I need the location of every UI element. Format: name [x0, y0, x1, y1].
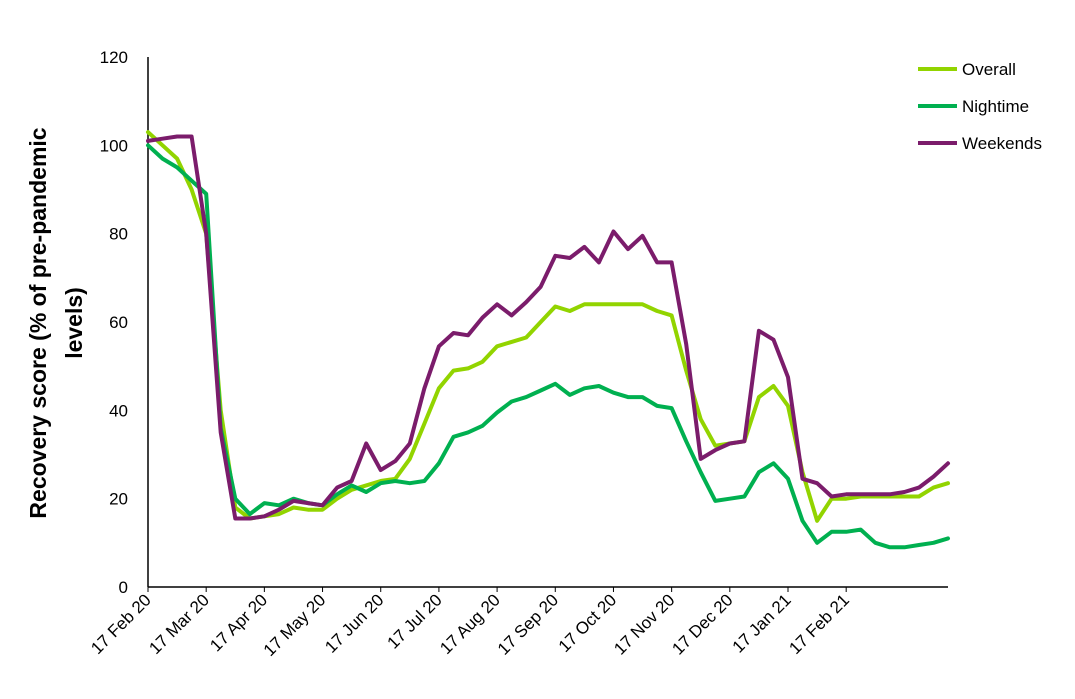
y-tick-labels: 0 20 40 60 80 100 120: [100, 48, 128, 597]
x-tick-label: 17 Feb 20: [87, 590, 155, 658]
x-tick-label: 17 Nov 20: [610, 590, 678, 658]
legend-label-weekends: Weekends: [962, 134, 1042, 153]
x-tick-label: 17 Dec 20: [668, 590, 736, 658]
x-tick-label: 17 Feb 21: [785, 590, 853, 658]
legend-label-nightime: Nightime: [962, 97, 1029, 116]
legend: Overall Nightime Weekends: [918, 60, 1042, 153]
y-tick-label: 100: [100, 136, 128, 155]
series-line-overall: [146, 130, 950, 523]
y-tick-label: 80: [109, 225, 128, 244]
series-lines: [146, 130, 950, 550]
x-tick-label: 17 Aug 20: [436, 590, 504, 658]
y-tick-label: 120: [100, 48, 128, 67]
y-axis-label-line-1: Recovery score (% of pre-pandemic: [25, 127, 51, 518]
legend-label-overall: Overall: [962, 60, 1016, 79]
series-line-nightime: [146, 143, 950, 550]
x-tick-label: 17 Mar 20: [145, 590, 213, 658]
x-tick-label: 17 Jan 21: [729, 590, 795, 656]
y-tick-label: 0: [119, 578, 128, 597]
series-line-weekends: [146, 134, 950, 521]
y-axis-label: Recovery score (% of pre-pandemic levels…: [25, 127, 87, 518]
x-tick-label: 17 May 20: [260, 590, 330, 660]
y-tick-label: 60: [109, 313, 128, 332]
x-tick-label: 17 Sep 20: [494, 590, 562, 658]
y-tick-label: 40: [109, 401, 128, 420]
y-axis-label-line-2: levels): [61, 287, 87, 359]
y-tick-label: 20: [109, 490, 128, 509]
x-tick-label: 17 Jun 20: [321, 590, 387, 656]
